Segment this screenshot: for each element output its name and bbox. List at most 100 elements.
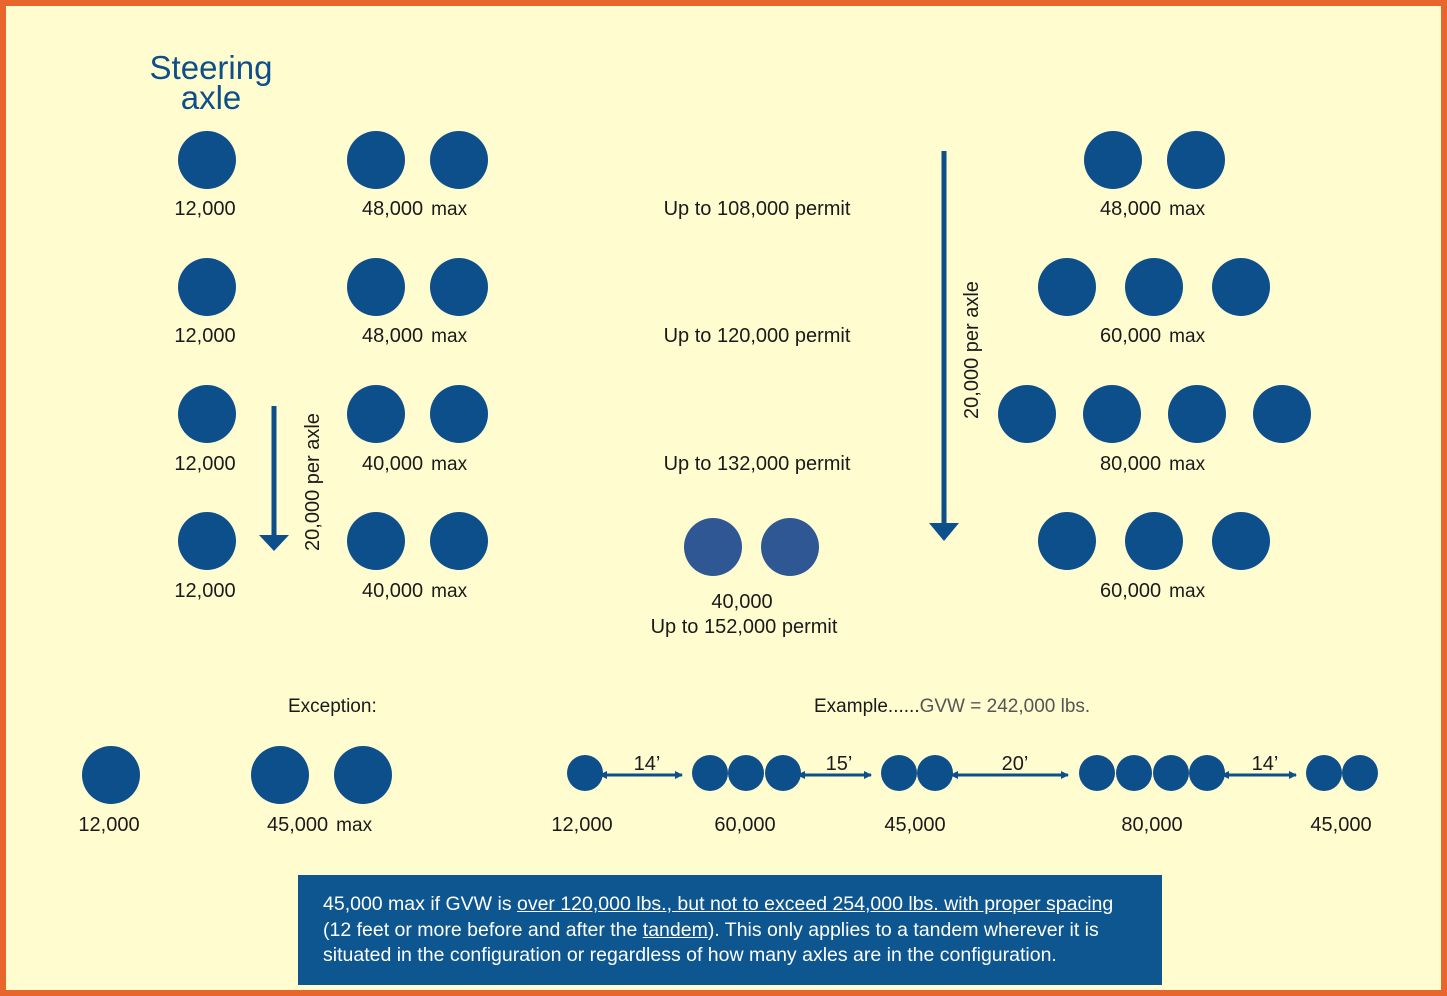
max-label: max xyxy=(1169,454,1206,475)
example-axle-circle xyxy=(728,755,764,791)
example-weight-label: 80,000 xyxy=(1121,814,1183,836)
steer-weight-label: 12,000 xyxy=(174,580,236,602)
right-weight-label: 80,000 max xyxy=(1100,454,1205,474)
tandem-axle-circle xyxy=(430,258,488,316)
right-axle-circle xyxy=(1212,258,1270,316)
exception-tandem-circle xyxy=(334,746,392,804)
right-axle-circle xyxy=(1125,512,1183,570)
example-axle-circle xyxy=(1342,755,1378,791)
tandem-weight-label: 40,000 max xyxy=(362,454,467,474)
steer-weight-label: 12,000 xyxy=(174,325,236,347)
right-axle-circle xyxy=(1038,258,1096,316)
example-axle-circle xyxy=(917,755,953,791)
example-spacing-label: 14’ xyxy=(1251,753,1279,775)
steering-label-line1: Steering xyxy=(149,49,273,86)
steer-axle-circle xyxy=(178,385,236,443)
right-weight-label: 60,000 max xyxy=(1100,581,1205,601)
right-axle-circle xyxy=(1168,385,1226,443)
center-axle-circle xyxy=(684,518,742,576)
exception-heading: Exception: xyxy=(288,696,377,717)
down-arrow-left xyxy=(259,406,289,551)
permit-label: Up to 120,000 permit xyxy=(663,325,851,347)
tandem-axle-circle xyxy=(347,131,405,189)
right-axle-circle xyxy=(1253,385,1311,443)
steer-weight-label: 12,000 xyxy=(174,198,236,220)
permit-label: Up to 108,000 permit xyxy=(663,198,851,220)
max-label: max xyxy=(431,581,468,602)
example-weight-label: 45,000 xyxy=(884,814,946,836)
example-weight-label: 12,000 xyxy=(551,814,613,836)
tandem-weight-label: 48,000 max xyxy=(362,199,467,219)
tandem-weight-label: 48,000 max xyxy=(362,326,467,346)
tandem-axle-circle xyxy=(347,385,405,443)
example-axle-circle xyxy=(1079,755,1115,791)
example-heading: Example xyxy=(814,696,888,717)
right-weight-value: 60,000 xyxy=(1100,580,1162,602)
permit-label: Up to 132,000 permit xyxy=(663,453,851,475)
example-spacing-label: 20’ xyxy=(1001,753,1029,775)
right-axle-circle xyxy=(1125,258,1183,316)
tandem-axle-circle xyxy=(347,258,405,316)
center-weight-label: 40,000 xyxy=(711,591,773,613)
example-axle-circle xyxy=(765,755,801,791)
right-axle-circle xyxy=(1084,131,1142,189)
right-axle-circle xyxy=(1212,512,1270,570)
note-tandem: tandem xyxy=(642,918,708,941)
down-arrow-right xyxy=(929,151,959,541)
right-axle-circle xyxy=(1038,512,1096,570)
example-axle-circle xyxy=(567,755,603,791)
note-underlined-condition: over 120,000 lbs., but not to exceed 254… xyxy=(516,893,1114,915)
exception-tandem-label: 45,000 max xyxy=(267,815,372,835)
exception-steer-circle xyxy=(82,746,140,804)
max-label: max xyxy=(1169,199,1206,220)
example-spacing-label: 15’ xyxy=(825,753,853,775)
example-weight-label: 45,000 xyxy=(1310,814,1372,836)
max-label: max xyxy=(431,199,468,220)
note-prefix: 45,000 max if GVW is xyxy=(323,893,517,915)
example-axle-circle xyxy=(692,755,728,791)
right-axle-circle xyxy=(1083,385,1141,443)
tandem-axle-circle xyxy=(430,385,488,443)
right-weight-label: 48,000 max xyxy=(1100,199,1205,219)
exception-tandem-value: 45,000 xyxy=(267,814,329,836)
tandem-axle-circle xyxy=(430,131,488,189)
note-suffix: ). This only applies to a tandem whereve… xyxy=(323,918,1099,967)
example-weight-label: 60,000 xyxy=(714,814,776,836)
tandem-weight-value: 40,000 xyxy=(362,580,424,602)
tandem-axle-circle xyxy=(347,512,405,570)
exception-steer-label: 12,000 xyxy=(78,814,140,836)
max-label: max xyxy=(431,454,468,475)
right-weight-value: 60,000 xyxy=(1100,325,1162,347)
steer-axle-circle xyxy=(178,512,236,570)
center-axle-circle xyxy=(761,518,819,576)
example-heading-line: Example......GVW = 242,000 lbs. xyxy=(814,697,1090,716)
right-axle-circle xyxy=(998,385,1056,443)
steer-axle-circle xyxy=(178,258,236,316)
example-axle-circle xyxy=(881,755,917,791)
right-weight-label: 60,000 max xyxy=(1100,326,1205,346)
example-axle-circle xyxy=(1153,755,1189,791)
right-axle-circle xyxy=(1167,131,1225,189)
steer-axle-circle xyxy=(178,131,236,189)
tandem-axle-circle xyxy=(430,512,488,570)
example-spacing-label: 14’ xyxy=(633,753,661,775)
right-weight-value: 80,000 xyxy=(1100,453,1162,475)
steering-axle-label: Steering axle xyxy=(146,49,276,116)
max-label: max xyxy=(1169,581,1206,602)
tandem-weight-value: 48,000 xyxy=(362,198,424,220)
max-label: max xyxy=(1169,326,1206,347)
right-weight-value: 48,000 xyxy=(1100,198,1162,220)
example-axle-circle xyxy=(1116,755,1152,791)
example-dots: ...... xyxy=(887,696,920,717)
note-mid: (12 feet or more before and after the xyxy=(323,918,643,941)
center-permit-label: Up to 152,000 permit xyxy=(650,616,838,638)
note-box: 45,000 max if GVW is over 120,000 lbs., … xyxy=(298,875,1162,985)
tandem-weight-value: 48,000 xyxy=(362,325,424,347)
steer-weight-label: 12,000 xyxy=(174,453,236,475)
steering-label-line2: axle xyxy=(180,79,242,116)
exception-tandem-circle xyxy=(251,746,309,804)
example-gvw: GVW = 242,000 lbs. xyxy=(919,696,1091,717)
max-label: max xyxy=(336,815,373,836)
tandem-weight-label: 40,000 max xyxy=(362,581,467,601)
